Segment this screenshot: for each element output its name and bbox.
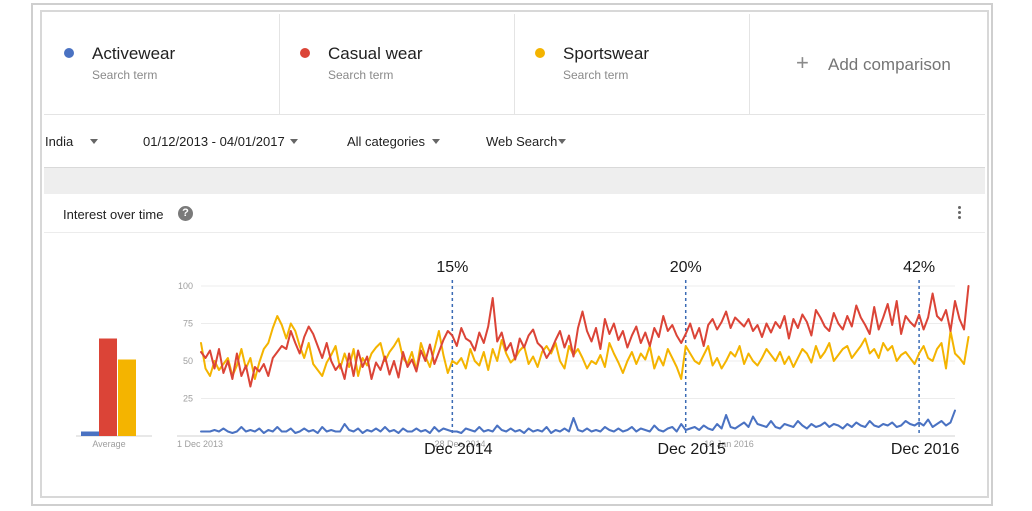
- term-name: Activewear: [92, 44, 176, 63]
- series-color-dot: [300, 48, 310, 58]
- x-tick-label: 1 Dec 2013: [177, 439, 223, 449]
- term-type: Search term: [563, 68, 629, 82]
- average-bar: [81, 431, 99, 436]
- term-type: Search term: [92, 68, 158, 82]
- average-bar: [99, 338, 117, 436]
- chevron-down-icon[interactable]: [290, 139, 298, 144]
- annotation-date: Dec 2015: [657, 441, 726, 458]
- annotation-date: Dec 2014: [424, 441, 493, 458]
- chevron-down-icon[interactable]: [432, 139, 440, 144]
- term-name: Casual wear: [328, 44, 423, 63]
- annotation-percent: 20%: [670, 259, 702, 276]
- region-select[interactable]: India: [45, 134, 74, 149]
- search-type-select[interactable]: Web Search: [486, 134, 558, 149]
- add-comparison-button[interactable]: + Add comparison: [772, 14, 985, 114]
- term-sportswear[interactable]: Sportswear Search term: [515, 14, 750, 114]
- date-range-select[interactable]: 01/12/2013 - 04/01/2017: [143, 134, 285, 149]
- average-bar: [118, 359, 136, 436]
- plus-icon: +: [796, 50, 809, 75]
- add-comparison-label: Add comparison: [828, 55, 951, 74]
- term-type: Search term: [328, 68, 394, 82]
- more-vert-icon[interactable]: [954, 206, 964, 222]
- average-label: Average: [92, 439, 125, 449]
- chevron-down-icon[interactable]: [558, 139, 566, 144]
- card-divider: [44, 232, 985, 233]
- series-line: [200, 285, 970, 388]
- series-color-dot: [64, 48, 74, 58]
- card-title: Interest over time: [63, 207, 164, 222]
- term-casual-wear[interactable]: Casual wear Search term: [280, 14, 515, 114]
- comparison-terms: Activewear Search term Casual wear Searc…: [44, 14, 985, 115]
- x-tick-label: 28 Dec 2014: [434, 439, 485, 449]
- chevron-down-icon[interactable]: [90, 139, 98, 144]
- series-color-dot: [535, 48, 545, 58]
- section-spacer: [44, 168, 985, 194]
- annotation-percent: 15%: [436, 259, 468, 276]
- series-line: [200, 315, 970, 380]
- help-icon[interactable]: ?: [178, 206, 193, 221]
- y-tick-label: 25: [183, 394, 193, 404]
- x-tick-label: 10 Jan 2016: [704, 439, 754, 449]
- y-tick-label: 50: [183, 356, 193, 366]
- series-line: [200, 409, 956, 434]
- term-name: Sportswear: [563, 44, 649, 63]
- y-tick-label: 75: [183, 319, 193, 329]
- annotation-date: Dec 2016: [891, 441, 960, 458]
- annotation-percent: 42%: [903, 259, 935, 276]
- y-tick-label: 100: [178, 281, 193, 291]
- term-activewear[interactable]: Activewear Search term: [44, 14, 280, 114]
- filter-bar: India 01/12/2013 - 04/01/2017 All catego…: [44, 115, 985, 168]
- category-select[interactable]: All categories: [347, 134, 426, 149]
